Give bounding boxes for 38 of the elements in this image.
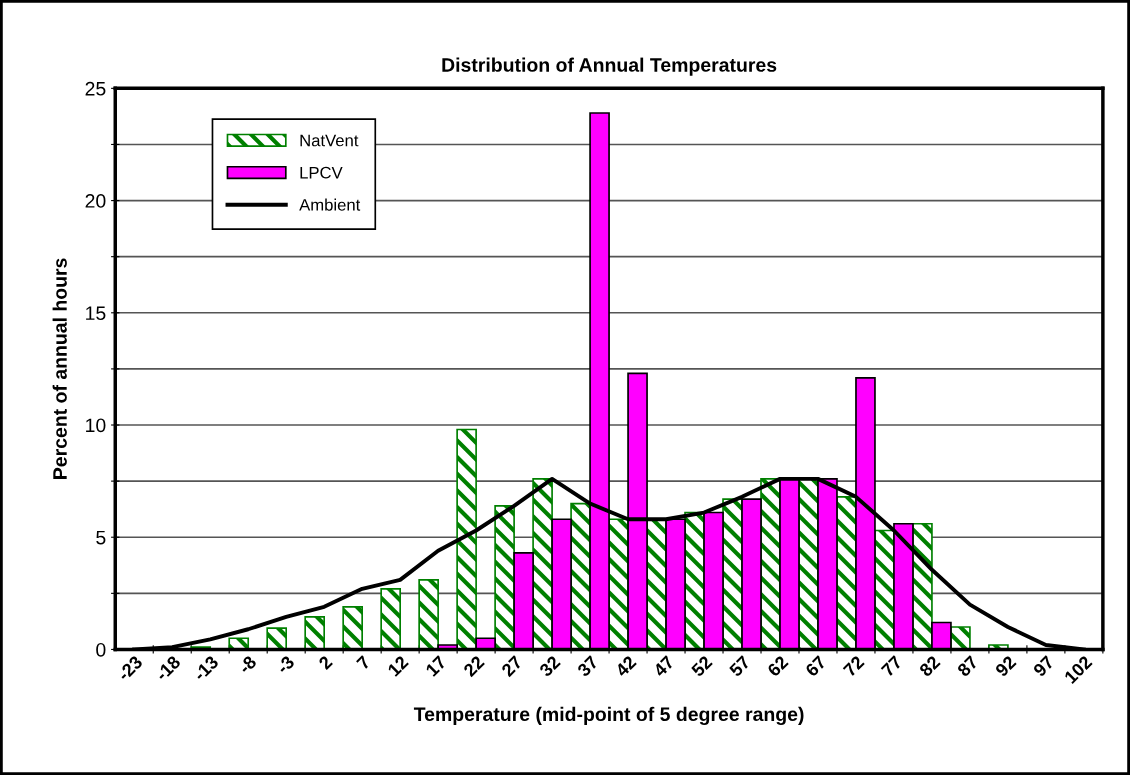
x-tick-label: -23 xyxy=(116,654,144,682)
x-tick-label: 67 xyxy=(804,655,827,678)
x-axis-title: Temperature (mid-point of 5 degree range) xyxy=(413,706,804,726)
y-tick-label: 10 xyxy=(86,418,106,433)
x-tick-label: 27 xyxy=(500,655,523,678)
x-tick-label: 22 xyxy=(462,655,485,678)
x-tick-label: 47 xyxy=(652,655,675,678)
x-tick-label: 17 xyxy=(425,655,447,677)
y-tick-label: 25 xyxy=(85,81,106,96)
x-tick-label: 52 xyxy=(690,655,713,678)
y-tick-label: 20 xyxy=(85,194,106,208)
x-tick-label: 42 xyxy=(614,655,637,678)
x-tick-label: -18 xyxy=(154,654,182,682)
x-tick-label: 92 xyxy=(994,655,1017,678)
legend-label: Ambient xyxy=(299,198,361,211)
x-tick-label: 7 xyxy=(356,655,371,670)
x-tick-label: 72 xyxy=(842,655,865,678)
x-tick-label: 37 xyxy=(576,655,599,678)
y-tick-label: 15 xyxy=(86,306,106,321)
x-tick-label: 62 xyxy=(766,655,789,678)
x-tick-label: 102 xyxy=(1063,655,1093,685)
y-axis-title: Percent of annual hours xyxy=(52,258,67,479)
x-tick-label: 12 xyxy=(387,655,409,677)
x-tick-label: 97 xyxy=(1032,655,1055,678)
x-tick-label: 77 xyxy=(880,655,903,678)
x-tick-label: -3 xyxy=(275,654,296,675)
legend-label: LPCV xyxy=(300,166,343,179)
x-tick-label: 82 xyxy=(918,655,941,678)
chart-title: Distribution of Annual Temperatures xyxy=(442,57,777,76)
x-tick-label: -13 xyxy=(192,654,220,682)
x-tick-label: 32 xyxy=(538,655,561,678)
legend-label: NatVent xyxy=(300,134,359,147)
x-tick-label: 2 xyxy=(317,655,333,671)
x-tick-label: 57 xyxy=(728,655,751,678)
y-tick-label: 0 xyxy=(96,642,106,657)
y-tick-label: 5 xyxy=(96,530,106,545)
x-tick-label: -8 xyxy=(237,654,258,675)
x-tick-label: 87 xyxy=(956,655,979,678)
